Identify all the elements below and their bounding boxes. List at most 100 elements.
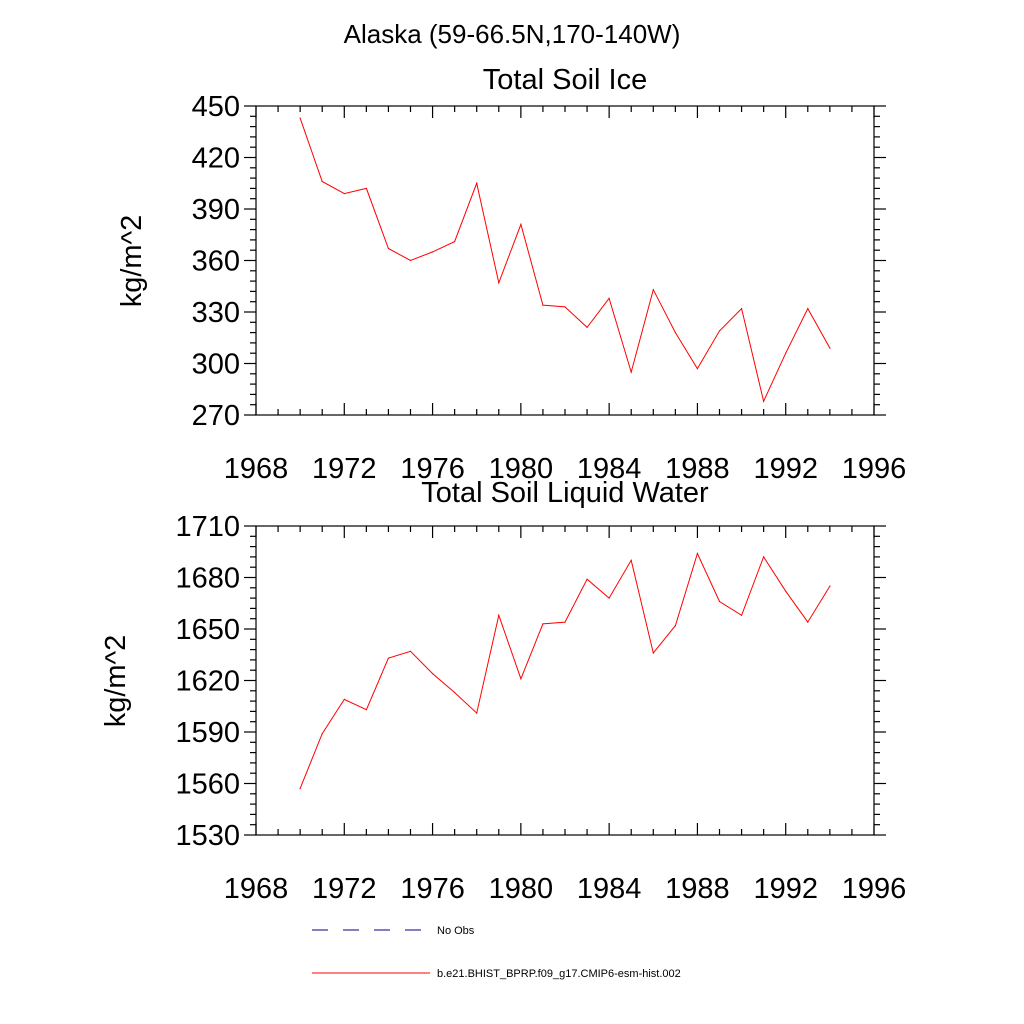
data-point — [476, 182, 478, 184]
y-tick-label: 1710 — [175, 511, 240, 543]
data-point — [741, 614, 743, 616]
data-point — [365, 187, 367, 189]
data-point — [432, 251, 434, 253]
data-point — [321, 733, 323, 735]
data-point — [696, 368, 699, 370]
data-point — [763, 556, 765, 558]
data-point — [454, 691, 456, 694]
y-tick-label: 420 — [192, 143, 240, 175]
data-point — [343, 193, 345, 195]
data-point — [498, 282, 500, 284]
chart-title: Total Soil Ice — [483, 64, 647, 96]
x-tick-label: 1976 — [400, 453, 465, 485]
y-tick-labels: 1530 1560 1590 1620 1650 1680 1710 — [175, 511, 240, 852]
y-tick-label: 1620 — [175, 666, 240, 698]
x-tick-label: 1992 — [753, 453, 818, 485]
x-tick-label: 1980 — [489, 453, 554, 485]
legend-item-model-run: b.e21.BHIST_BPRP.f09_g17.CMIP6-esm-hist.… — [312, 968, 681, 980]
y-tick-label: 300 — [192, 349, 240, 381]
y-tick-label: 270 — [192, 400, 240, 432]
chart-panel-soil-liquid-water: Total Soil Liquid Water kg/m^2 1968 1972 1… — [100, 477, 906, 905]
legend: No Obs b.e21.BHIST_BPRP.f09_g17.CMIP6-es… — [312, 925, 681, 980]
data-point — [387, 247, 389, 250]
series-layer — [299, 117, 831, 403]
data-point — [498, 614, 500, 616]
data-point — [409, 650, 412, 652]
data-point — [829, 347, 831, 349]
data-point — [741, 308, 743, 310]
plot-frame — [255, 105, 875, 416]
chart-panel-soil-ice: Total Soil Ice kg/m^2 1968 1972 1976 1980 19… — [116, 64, 906, 485]
data-point — [520, 678, 522, 680]
legend-item-no-obs: No Obs — [312, 925, 475, 937]
data-point — [321, 180, 323, 183]
x-tick-label: 1968 — [224, 453, 289, 485]
x-tick-label: 1984 — [577, 873, 642, 905]
plot-frame — [255, 525, 875, 836]
x-tick-label: 1972 — [312, 873, 377, 905]
y-axis-label: kg/m^2 — [100, 635, 132, 728]
data-point — [829, 585, 831, 587]
axis-ticks — [244, 105, 886, 416]
data-point — [299, 117, 301, 119]
data-point — [586, 578, 588, 580]
x-tick-label: 1968 — [224, 873, 289, 905]
x-tick-label: 1992 — [753, 873, 818, 905]
x-tick-label: 1988 — [665, 873, 730, 905]
y-tick-labels: 270 300 330 360 390 420 450 — [192, 91, 240, 432]
data-point — [718, 330, 721, 332]
data-point — [476, 712, 478, 714]
series-layer — [299, 552, 831, 790]
data-point — [564, 306, 566, 308]
data-point — [564, 621, 566, 623]
x-tick-label: 1980 — [489, 873, 554, 905]
x-tick-label: 1984 — [577, 453, 642, 485]
y-tick-label: 1590 — [175, 717, 240, 749]
figure-title: Alaska (59-66.5N,170-140W) — [344, 19, 681, 49]
y-tick-label: 1560 — [175, 769, 240, 801]
data-point — [520, 223, 522, 225]
series-line — [299, 552, 831, 789]
data-point — [763, 400, 765, 402]
x-tick-label: 1988 — [665, 453, 730, 485]
data-point — [652, 289, 654, 291]
data-point — [608, 597, 610, 599]
data-point — [586, 326, 588, 328]
y-tick-label: 1680 — [175, 563, 240, 595]
data-point — [343, 698, 345, 701]
data-point — [365, 709, 367, 711]
data-point — [608, 297, 610, 299]
y-tick-label: 330 — [192, 297, 240, 329]
series-line — [299, 117, 831, 403]
chart-title: Total Soil Liquid Water — [421, 477, 709, 509]
y-tick-label: 360 — [192, 246, 240, 278]
x-tick-label: 1976 — [400, 873, 465, 905]
y-tick-label: 390 — [192, 194, 240, 226]
data-point — [299, 788, 301, 790]
data-point — [807, 621, 809, 623]
data-point — [387, 657, 389, 659]
data-point — [785, 590, 787, 592]
x-tick-label: 1996 — [842, 453, 907, 485]
x-tick-labels: 1968 1972 1976 1980 1984 1988 1992 1996 — [224, 453, 907, 485]
data-point — [785, 352, 787, 354]
y-tick-label: 1650 — [175, 614, 240, 646]
y-axis-label: kg/m^2 — [116, 215, 148, 308]
y-tick-label: 450 — [192, 91, 240, 123]
data-point — [454, 241, 456, 243]
data-point — [674, 332, 677, 334]
x-tick-label: 1996 — [842, 873, 907, 905]
legend-label: No Obs — [437, 925, 475, 937]
data-point — [542, 623, 544, 625]
y-tick-label: 1530 — [175, 820, 240, 852]
x-tick-label: 1972 — [312, 453, 377, 485]
axis-ticks — [244, 525, 886, 836]
data-point — [652, 652, 654, 654]
x-tick-labels: 1968 1972 1976 1980 1984 1988 1992 1996 — [224, 873, 907, 905]
data-point — [630, 371, 632, 373]
data-point — [542, 304, 544, 306]
data-point — [807, 308, 809, 310]
legend-label: b.e21.BHIST_BPRP.f09_g17.CMIP6-esm-hist.… — [437, 968, 681, 980]
data-point — [674, 625, 677, 627]
